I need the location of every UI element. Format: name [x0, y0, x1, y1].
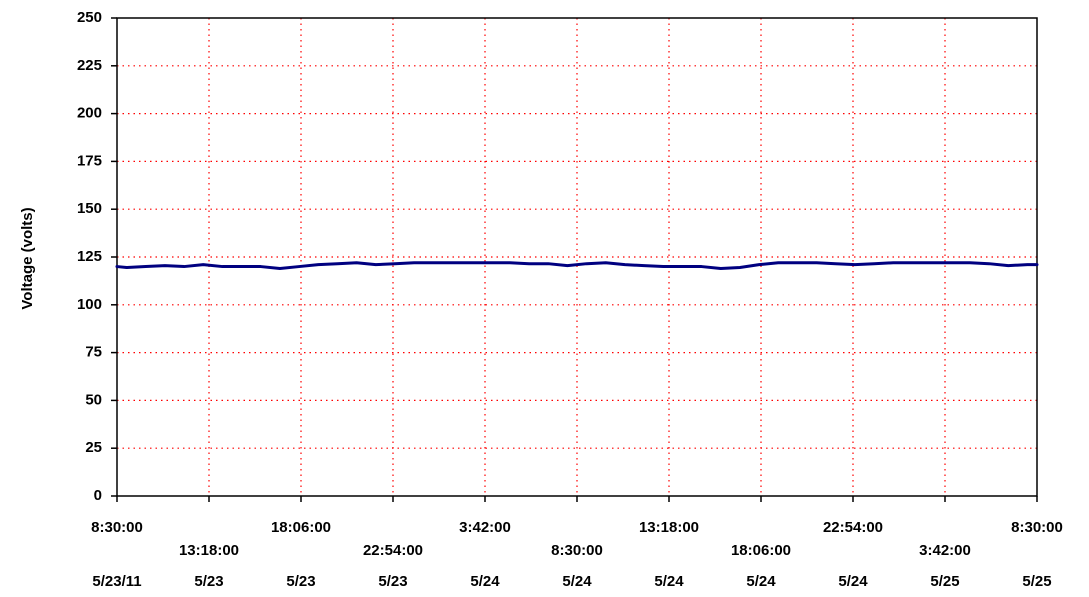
x-tick-date-label: 5/24 [562, 573, 592, 590]
x-tick-time-label: 8:30:00 [91, 519, 143, 536]
y-tick-label: 75 [85, 344, 102, 361]
x-tick-date-label: 5/24 [654, 573, 684, 590]
x-tick-time-label: 18:06:00 [271, 519, 331, 536]
x-tick-date-label: 5/25 [1022, 573, 1051, 590]
x-tick-date-label: 5/24 [470, 573, 500, 590]
x-tick-time-label: 3:42:00 [919, 542, 971, 559]
y-tick-label: 200 [77, 105, 102, 122]
y-tick-label: 175 [77, 152, 102, 169]
x-tick-date-label: 5/24 [746, 573, 776, 590]
y-tick-label: 50 [85, 391, 102, 408]
y-tick-label: 125 [77, 248, 102, 265]
y-tick-label: 250 [77, 9, 102, 26]
x-tick-date-label: 5/23/11 [92, 573, 141, 590]
x-tick-time-label: 3:42:00 [459, 519, 511, 536]
y-tick-label: 100 [77, 296, 102, 313]
y-tick-label: 25 [85, 439, 102, 456]
x-tick-time-label: 8:30:00 [551, 542, 603, 559]
y-tick-label: 0 [94, 487, 102, 504]
x-tick-time-label: 13:18:00 [179, 542, 239, 559]
x-tick-time-label: 13:18:00 [639, 519, 699, 536]
y-tick-label: 225 [77, 57, 102, 74]
x-tick-date-label: 5/25 [930, 573, 959, 590]
x-tick-date-label: 5/24 [838, 573, 868, 590]
y-tick-label: 150 [77, 200, 102, 217]
x-tick-time-label: 22:54:00 [823, 519, 883, 536]
x-tick-time-label: 8:30:00 [1011, 519, 1063, 536]
x-tick-time-label: 18:06:00 [731, 542, 791, 559]
x-tick-date-label: 5/23 [194, 573, 223, 590]
y-axis-title: Voltage (volts) [19, 207, 36, 309]
x-tick-date-label: 5/23 [286, 573, 315, 590]
series-line [115, 261, 1039, 270]
x-tick-time-label: 22:54:00 [363, 542, 423, 559]
x-tick-date-label: 5/23 [378, 573, 407, 590]
plot-background [117, 18, 1037, 496]
